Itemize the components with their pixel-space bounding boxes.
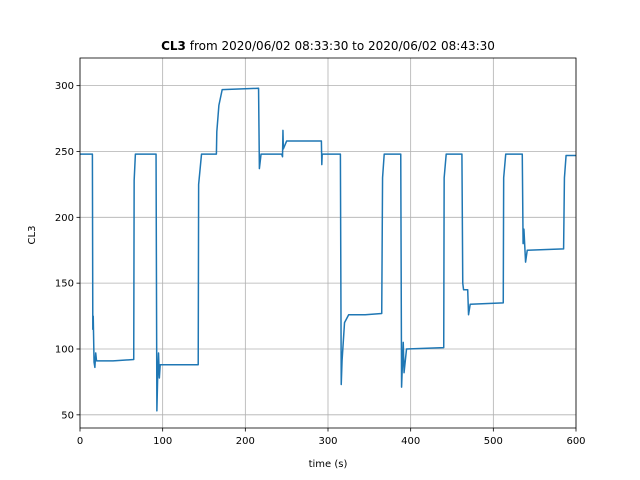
x-tick-label: 200 bbox=[236, 436, 255, 447]
chart-title: CL3 from 2020/06/02 08:33:30 to 2020/06/… bbox=[161, 39, 495, 53]
y-tick-label: 100 bbox=[55, 344, 74, 355]
x-tick-label: 400 bbox=[401, 436, 420, 447]
y-tick-label: 250 bbox=[55, 147, 74, 158]
x-tick-label: 100 bbox=[153, 436, 172, 447]
x-axis-label: time (s) bbox=[309, 459, 348, 470]
y-tick-label: 300 bbox=[55, 81, 74, 92]
y-tick-label: 50 bbox=[61, 410, 74, 421]
x-tick-label: 500 bbox=[484, 436, 503, 447]
title-bold: CL3 bbox=[161, 39, 186, 53]
title-rest: from 2020/06/02 08:33:30 to 2020/06/02 0… bbox=[190, 39, 495, 53]
x-tick-label: 300 bbox=[318, 436, 337, 447]
y-tick-label: 200 bbox=[55, 213, 74, 224]
y-axis-label: CL3 bbox=[27, 226, 38, 245]
y-tick-label: 150 bbox=[55, 279, 74, 290]
x-tick-label: 0 bbox=[77, 436, 83, 447]
x-tick-label: 600 bbox=[566, 436, 585, 447]
plot-frame bbox=[79, 57, 577, 429]
data-line bbox=[80, 87, 576, 412]
